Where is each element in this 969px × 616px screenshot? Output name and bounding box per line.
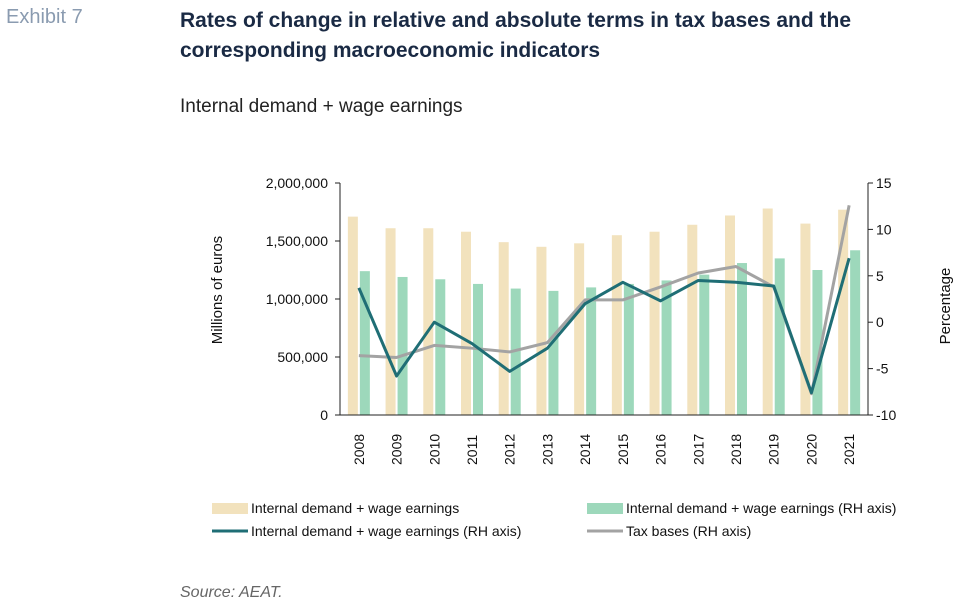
bar-internal-demand-rh-2009 <box>397 276 408 415</box>
left-tick-label: 2,000,000 <box>266 175 328 191</box>
right-tick-label: 0 <box>876 314 884 330</box>
bar-internal-demand-2019 <box>762 208 773 415</box>
lines-layer <box>357 204 851 396</box>
right-tick-label: 10 <box>876 221 892 237</box>
x-tick-label: 2009 <box>389 434 405 465</box>
x-tick-label: 2016 <box>653 434 669 465</box>
bar-internal-demand-2013 <box>536 246 547 415</box>
right-tick-label: 15 <box>876 175 892 191</box>
source-note: Source: AEAT. <box>180 584 283 601</box>
legend-item-tax-bases-line-label: Tax bases (RH axis) <box>626 523 751 539</box>
left-tick-label: 500,000 <box>277 349 328 365</box>
left-tick-label: 1,500,000 <box>266 233 328 249</box>
exhibit-label: Exhibit 7 <box>6 6 83 28</box>
left-tick-label: 1,000,000 <box>266 291 328 307</box>
bar-internal-demand-rh-2015 <box>623 283 634 415</box>
bar-internal-demand-rh-2013 <box>548 290 559 415</box>
bar-internal-demand-2016 <box>649 231 660 415</box>
x-tick-label: 2015 <box>615 434 631 465</box>
x-tick-label: 2011 <box>464 435 480 465</box>
bar-internal-demand-rh-2008 <box>359 271 370 415</box>
bar-internal-demand-rh-2021 <box>850 250 861 415</box>
bar-internal-demand-rh-2020 <box>812 270 823 415</box>
legend: Internal demand + wage earnings Internal … <box>212 500 896 539</box>
bar-internal-demand-rh-2016 <box>661 280 672 415</box>
chart: 2,000,000 1,500,000 1,000,000 500,000 0 15 10 5… <box>209 175 954 539</box>
bar-internal-demand-2009 <box>385 228 396 415</box>
bar-internal-demand-2012 <box>498 242 509 415</box>
bar-internal-demand-rh-2017 <box>699 274 710 415</box>
bar-internal-demand-rh-2014 <box>586 287 597 415</box>
x-tick-label: 2012 <box>502 434 518 465</box>
x-tick-label: 2020 <box>803 434 819 465</box>
bar-internal-demand-rh-2019 <box>774 258 785 415</box>
x-tick-label: 2018 <box>728 434 744 465</box>
legend-item-internal-demand-bar-label: Internal demand + wage earnings <box>251 500 459 516</box>
x-tick-label: 2014 <box>577 434 593 465</box>
line-tax-bases <box>358 204 851 396</box>
right-tick-label: 5 <box>876 268 884 284</box>
y2-axis-label: Percentage <box>937 268 954 345</box>
left-tick-label: 0 <box>320 407 328 423</box>
chart-title: Rates of change in relative and absolute… <box>180 9 852 62</box>
x-tick-label: 2008 <box>351 434 367 465</box>
bar-internal-demand-2008 <box>347 216 358 415</box>
x-tick-label: 2013 <box>539 434 555 465</box>
bar-internal-demand-2015 <box>611 235 622 415</box>
chart-subtitle: Internal demand + wage earnings <box>180 96 463 117</box>
y-axis-label: Millions of euros <box>209 236 226 344</box>
legend-item-internal-demand-bar-swatch <box>212 503 248 514</box>
bar-internal-demand-2017 <box>687 224 698 415</box>
right-tick-label: -10 <box>876 407 896 423</box>
bar-internal-demand-2018 <box>725 215 735 415</box>
x-tick-label: 2010 <box>426 434 442 465</box>
legend-item-internal-demand-rh-bar-swatch <box>587 503 623 514</box>
axes-layer: 2,000,000 1,500,000 1,000,000 500,000 0 15 10 5… <box>209 175 954 465</box>
x-tick-label: 2021 <box>841 434 857 465</box>
bar-internal-demand-rh-2018 <box>737 263 747 415</box>
x-tick-label: 2019 <box>766 434 782 465</box>
bar-internal-demand-2021 <box>838 209 849 415</box>
x-tick-label: 2017 <box>690 434 706 465</box>
bar-internal-demand-2011 <box>461 231 471 415</box>
bar-internal-demand-2014 <box>574 243 585 415</box>
line-internal-demand-rh <box>357 257 851 395</box>
legend-item-internal-demand-rh-line-label: Internal demand + wage earnings (RH axis… <box>251 523 521 539</box>
legend-item-internal-demand-rh-bar-label: Internal demand + wage earnings (RH axis… <box>626 500 896 516</box>
bar-internal-demand-2020 <box>800 223 811 415</box>
bar-internal-demand-2010 <box>423 228 434 415</box>
right-tick-label: -5 <box>876 361 889 377</box>
